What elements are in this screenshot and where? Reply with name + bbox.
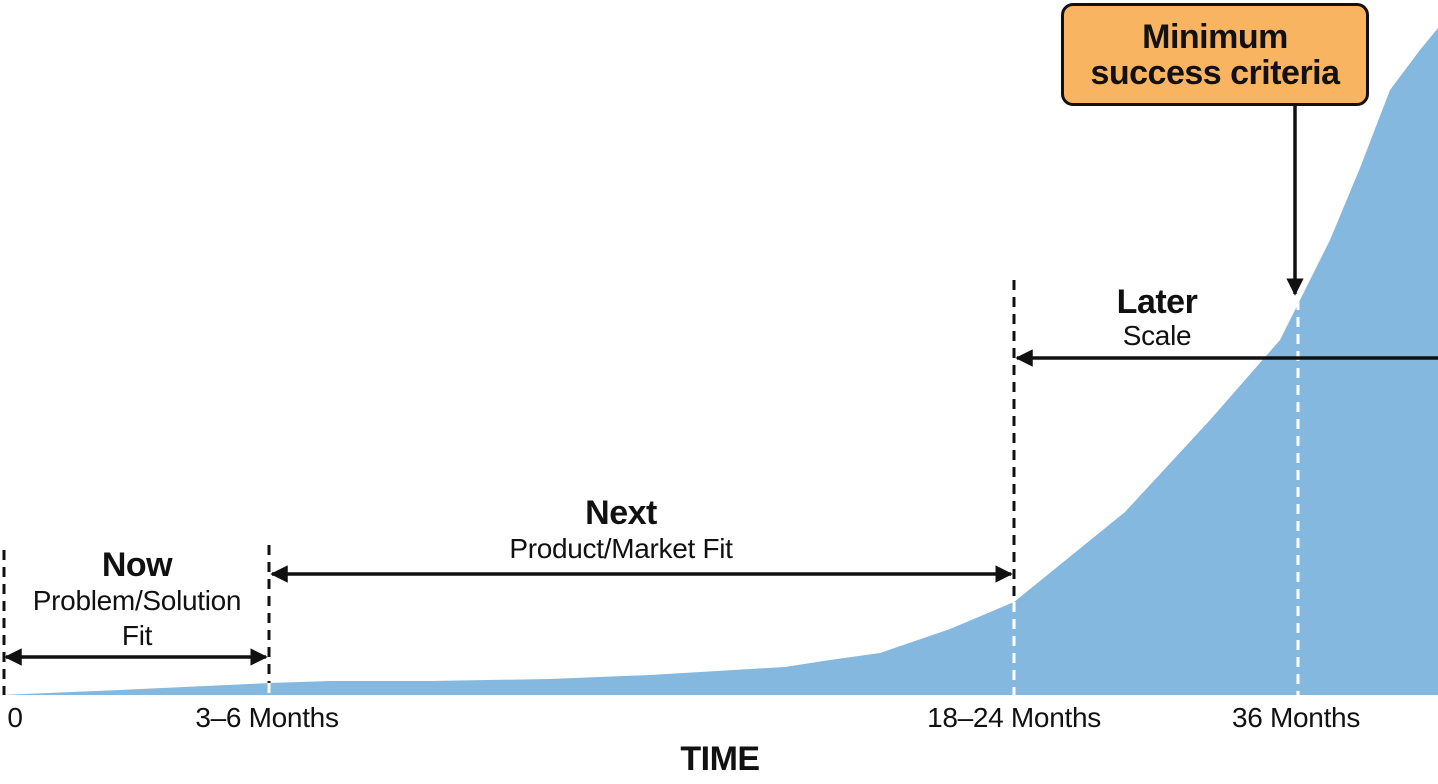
tick-label-36-months: 36 Months bbox=[1231, 702, 1361, 733]
now-stage-subtitle-line1: Problem/Solution bbox=[32, 585, 242, 616]
next-stage-title: Next bbox=[585, 494, 657, 532]
minimum-success-criteria-callout: Minimum success criteria bbox=[1061, 3, 1369, 106]
growth-area bbox=[0, 28, 1438, 695]
now-stage-subtitle-line2: Fit bbox=[121, 620, 153, 651]
next-stage-subtitle: Product/Market Fit bbox=[509, 533, 733, 564]
now-stage-title: Now bbox=[101, 546, 173, 584]
callout-label: Minimum success criteria bbox=[1090, 17, 1340, 92]
time-axis-title: TIME bbox=[680, 740, 760, 778]
later-stage-title: Later bbox=[1116, 283, 1198, 321]
later-stage-subtitle: Scale bbox=[1122, 320, 1192, 351]
tick-label-0: 0 bbox=[7, 702, 23, 733]
tick-label-3-6-months: 3–6 Months bbox=[195, 702, 339, 733]
tick-label-18-24-months: 18–24 Months bbox=[927, 702, 1101, 733]
